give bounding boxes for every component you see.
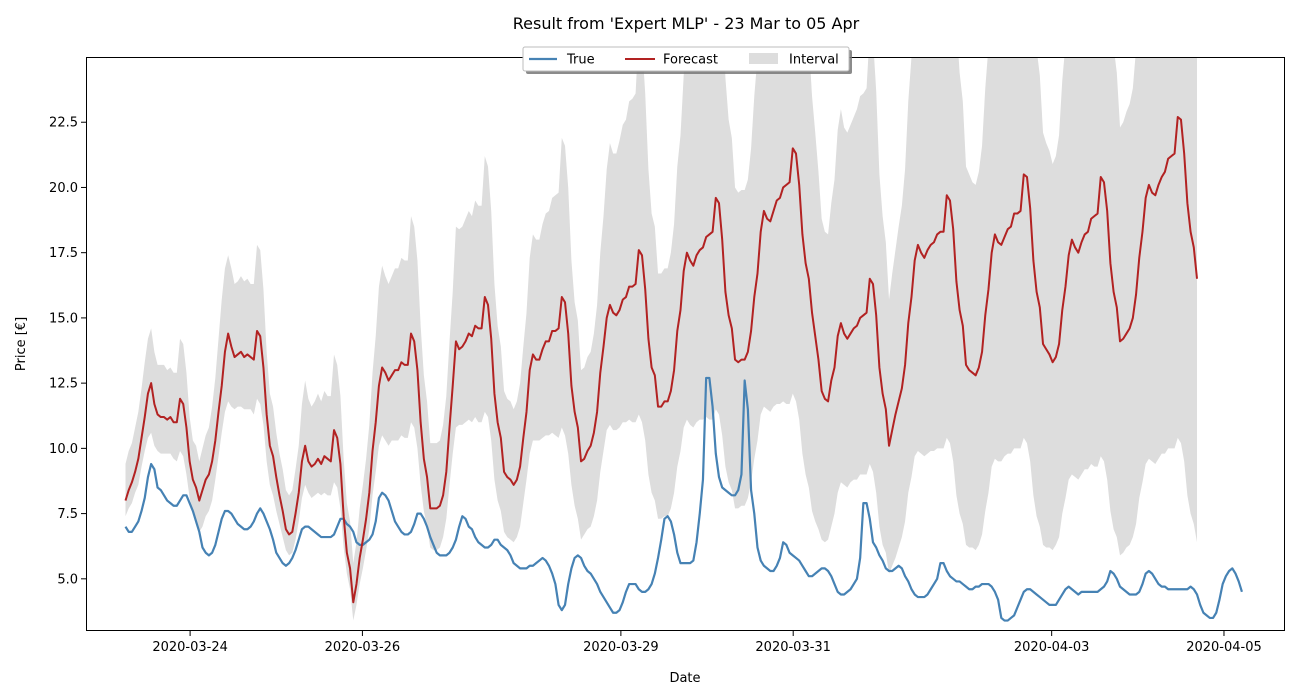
x-tick-label: 2020-03-31 [755,640,831,655]
y-tick-label: 7.5 [57,507,78,522]
y-tick-label: 5.0 [57,572,78,587]
legend-interval-label: Interval [789,53,839,68]
y-tick-label: 17.5 [49,246,78,261]
legend-forecast-label: Forecast [663,53,718,68]
x-axis-label: Date [669,671,700,686]
legend-true-label: True [566,53,595,68]
x-tick-label: 2020-03-29 [583,640,659,655]
legend-interval-swatch [749,53,778,64]
true-series-line [124,376,1243,622]
y-axis: 5.0 7.5 10.0 12.5 15.0 17.5 20.0 22.5 [49,116,86,587]
y-tick-label: 12.5 [49,377,78,392]
y-axis-label: Price [€] [14,317,29,371]
forecast-series-line [124,116,1199,604]
y-tick-label: 22.5 [49,116,78,131]
x-axis: 2020-03-24 2020-03-26 2020-03-29 2020-03-31… [152,631,1262,655]
x-tick-label: 2020-03-24 [152,640,228,655]
y-tick-label: 20.0 [49,181,78,196]
legend: True Forecast Interval [522,46,852,74]
y-tick-label: 10.0 [49,442,78,457]
x-tick-label: 2020-04-05 [1186,640,1262,655]
x-tick-label: 2020-04-03 [1014,640,1090,655]
x-tick-label: 2020-03-26 [325,640,401,655]
chart-title: Result from 'Expert MLP' - 23 Mar to 05 … [513,14,860,33]
interval-band [125,57,1198,621]
y-tick-label: 15.0 [49,311,78,326]
